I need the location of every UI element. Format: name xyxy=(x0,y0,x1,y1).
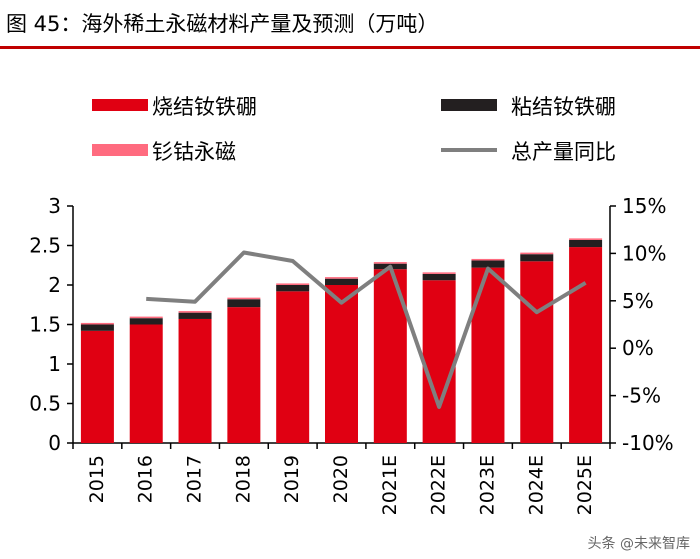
left-axis-tick-label: 0.5 xyxy=(29,392,61,416)
x-axis-label: 2022E xyxy=(428,455,450,515)
bar-sintered-2016 xyxy=(129,324,163,443)
x-axis-label: 2015 xyxy=(86,455,108,503)
legend-label: 粘结钕铁硼 xyxy=(511,95,616,119)
left-axis-tick-label: 0 xyxy=(48,431,61,455)
bar-smco-2018 xyxy=(227,297,261,300)
bar-smco-2024E xyxy=(520,252,554,255)
bar-sintered-2018 xyxy=(227,307,261,443)
bar-bonded-2017 xyxy=(178,312,212,319)
bar-smco-2016 xyxy=(129,316,163,319)
x-axis-label: 2016 xyxy=(135,455,157,503)
bar-sintered-2023E xyxy=(471,267,505,443)
right-axis-tick-label: 5% xyxy=(622,289,654,313)
legend-swatch xyxy=(92,144,148,156)
chart-title: 图 45：海外稀土永磁材料产量及预测（万吨） xyxy=(6,12,439,36)
bar-smco-2019 xyxy=(276,283,310,285)
bar-bonded-2023E xyxy=(471,260,505,268)
x-axis-label: 2020 xyxy=(330,455,352,503)
legend-swatch xyxy=(92,99,148,111)
x-axis-label: 2018 xyxy=(232,455,254,503)
right-axis-tick-label: 10% xyxy=(622,241,666,265)
bar-sintered-2024E xyxy=(520,261,554,443)
x-axis-label: 2023E xyxy=(476,455,498,515)
title-rule xyxy=(0,46,700,49)
x-axis-label: 2019 xyxy=(281,455,303,503)
right-axis-tick-label: 15% xyxy=(622,194,666,218)
legend-label: 烧结钕铁硼 xyxy=(152,95,257,119)
x-axis-label: 2017 xyxy=(184,455,206,503)
bar-sintered-2015 xyxy=(80,330,114,443)
bar-sintered-2025E xyxy=(569,247,603,443)
bar-bonded-2015 xyxy=(80,324,114,331)
bar-smco-2015 xyxy=(80,322,114,325)
left-axis-tick-label: 3 xyxy=(48,194,61,218)
left-axis-tick-label: 2.5 xyxy=(29,234,61,258)
legend-label: 总产量同比 xyxy=(511,140,616,164)
bar-smco-2017 xyxy=(178,311,212,313)
bar-bonded-2025E xyxy=(569,239,603,248)
right-axis-tick-label: -5% xyxy=(622,384,661,408)
left-axis-tick-label: 1.5 xyxy=(29,313,61,337)
legend-swatch xyxy=(441,99,497,111)
yoy-line xyxy=(146,250,587,409)
bar-bonded-2024E xyxy=(520,254,554,262)
bar-sintered-2019 xyxy=(276,291,310,443)
bar-bonded-2019 xyxy=(276,285,310,292)
x-axis-label: 2024E xyxy=(525,455,547,515)
bar-bonded-2016 xyxy=(129,318,163,325)
bar-bonded-2020 xyxy=(325,278,358,285)
left-axis-tick-label: 1 xyxy=(48,352,61,376)
bar-sintered-2020 xyxy=(325,285,358,443)
bar-sintered-2017 xyxy=(178,318,212,443)
bar-smco-2023E xyxy=(471,258,505,261)
bar-smco-2021E xyxy=(373,262,407,264)
right-axis-tick-label: -10% xyxy=(622,431,674,455)
bar-sintered-2022E xyxy=(422,280,456,443)
legend-label: 钐钴永磁 xyxy=(152,140,236,164)
x-axis-label: 2025E xyxy=(574,455,596,515)
left-axis-tick-label: 2 xyxy=(48,273,61,297)
bar-bonded-2018 xyxy=(227,299,261,308)
right-axis-tick-label: 0% xyxy=(622,336,654,360)
bar-smco-2025E xyxy=(569,238,603,240)
x-axis-label: 2021E xyxy=(379,455,401,515)
watermark: 头条 @未来智库 xyxy=(587,536,690,552)
bar-bonded-2022E xyxy=(422,273,456,281)
bar-smco-2022E xyxy=(422,272,456,274)
bar-smco-2020 xyxy=(325,277,358,279)
